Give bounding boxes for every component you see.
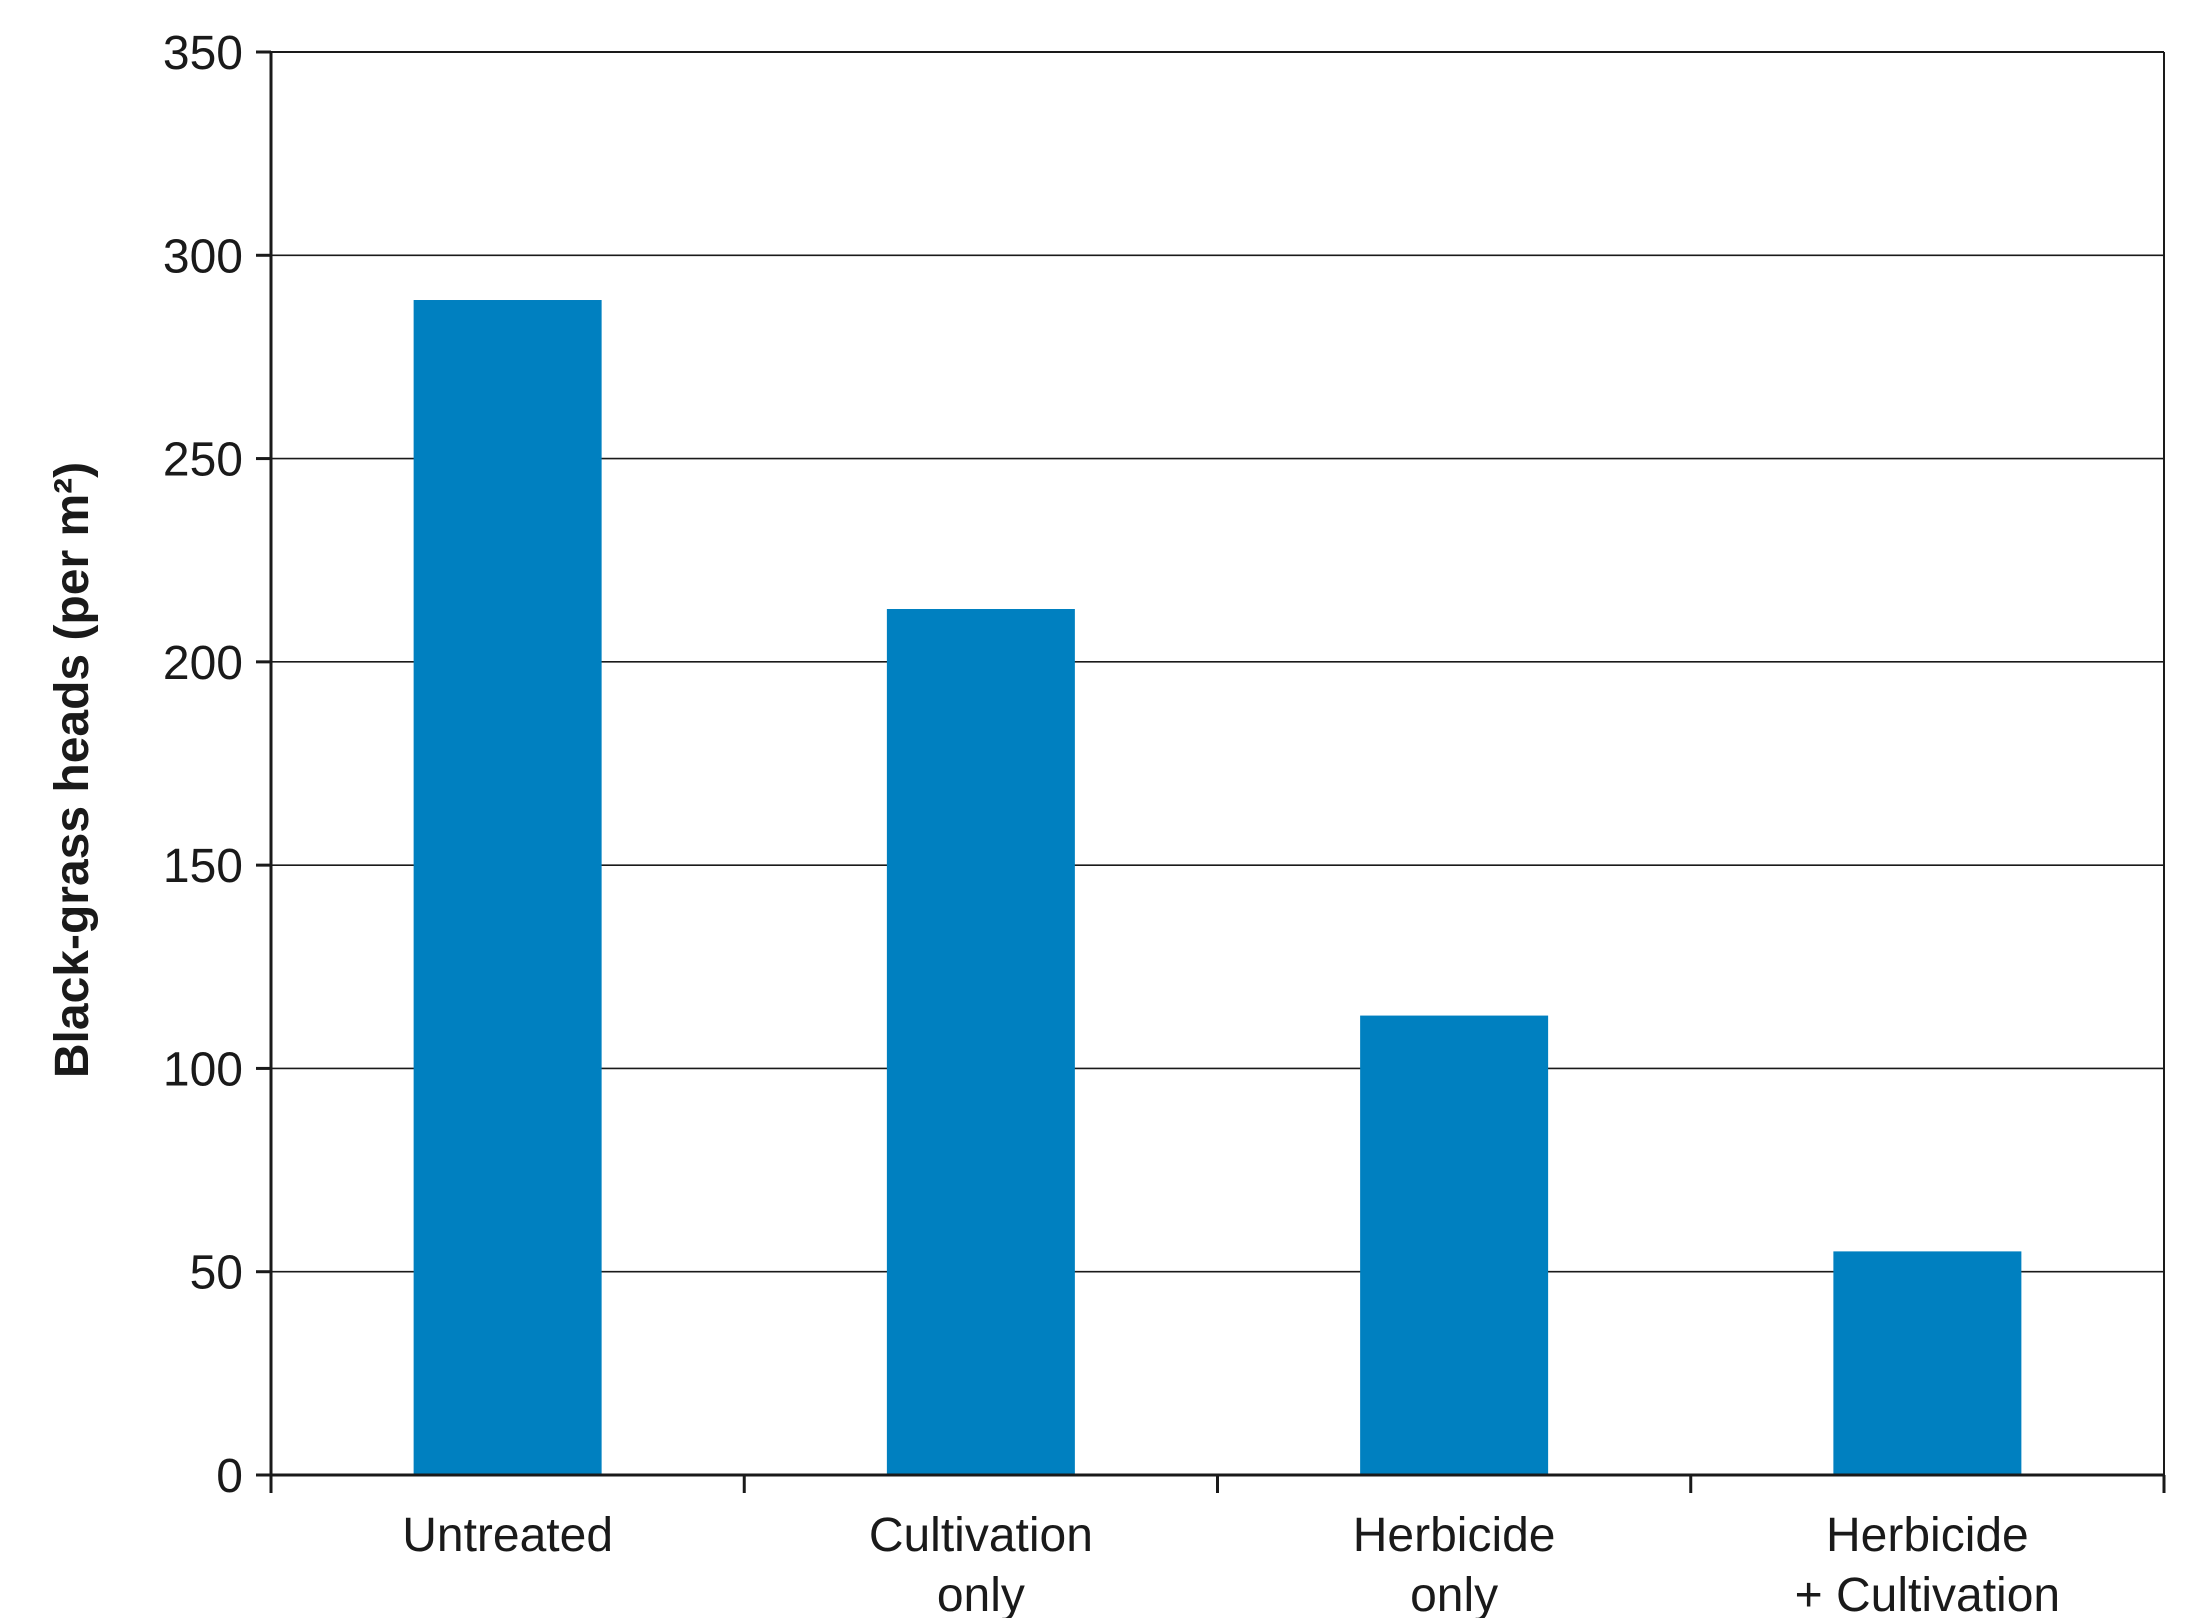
y-axis-title: Black-grass heads (per m²) (46, 462, 99, 1078)
x-category-label-line: only (1410, 1569, 1498, 1618)
x-category-label: Herbicide + Cultivation (1795, 1509, 2060, 1618)
y-tick-label: 300 (163, 230, 243, 283)
y-tick-label: 100 (163, 1043, 243, 1096)
x-category-label-line: only (937, 1569, 1025, 1618)
x-category-label-line: Cultivation (869, 1509, 1093, 1562)
y-tick-label: 50 (190, 1247, 243, 1300)
x-category-label-line: Herbicide (1826, 1509, 2029, 1562)
labels: 0 50 100 150 200 250 300 350 Untreated Cultivatio… (163, 27, 2060, 1622)
bar-2 (1360, 1015, 1549, 1475)
x-category-label-line: + Cultivation (1795, 1569, 2060, 1618)
x-category-label-line: Untreated (402, 1509, 613, 1562)
y-tick-label: 200 (163, 637, 243, 690)
x-category-label-line: Herbicide (1353, 1509, 1556, 1562)
axes (256, 50, 2166, 1493)
x-category-label: Herbicide only (1353, 1509, 1556, 1618)
y-tick-label: 150 (163, 840, 243, 893)
y-tick-label: 250 (163, 434, 243, 487)
bar-3 (1833, 1251, 2022, 1475)
bar-1 (886, 609, 1075, 1475)
y-tick-label: 350 (163, 27, 243, 80)
bar-0 (413, 300, 602, 1476)
bars (413, 300, 2022, 1476)
x-category-label: Untreated (402, 1509, 613, 1562)
x-category-label: Cultivation only (869, 1509, 1093, 1618)
y-tick-label: 0 (216, 1450, 243, 1503)
